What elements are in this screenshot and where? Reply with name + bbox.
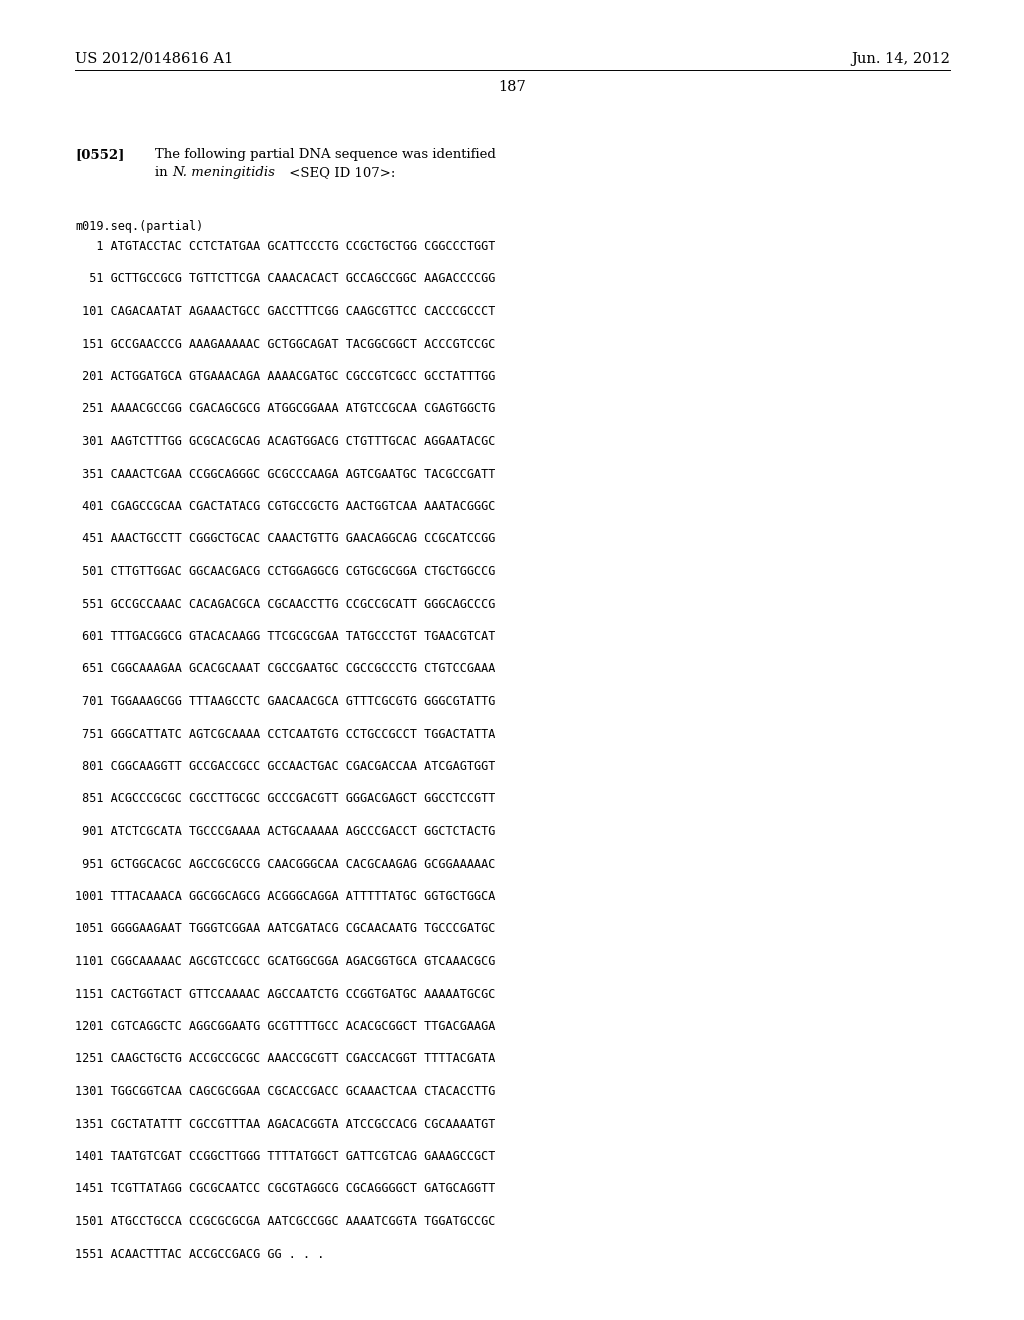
- Text: 201 ACTGGATGCA GTGAAACAGA AAAACGATGC CGCCGTCGCC GCCTATTTGG: 201 ACTGGATGCA GTGAAACAGA AAAACGATGC CGC…: [75, 370, 496, 383]
- Text: Jun. 14, 2012: Jun. 14, 2012: [851, 51, 950, 66]
- Text: 1401 TAATGTCGAT CCGGCTTGGG TTTTATGGCT GATTCGTCAG GAAAGCCGCT: 1401 TAATGTCGAT CCGGCTTGGG TTTTATGGCT GA…: [75, 1150, 496, 1163]
- Text: 751 GGGCATTATC AGTCGCAAAA CCTCAATGTG CCTGCCGCCT TGGACTATTA: 751 GGGCATTATC AGTCGCAAAA CCTCAATGTG CCT…: [75, 727, 496, 741]
- Text: 701 TGGAAAGCGG TTTAAGCCTC GAACAACGCA GTTTCGCGTG GGGCGTATTG: 701 TGGAAAGCGG TTTAAGCCTC GAACAACGCA GTT…: [75, 696, 496, 708]
- Text: 1101 CGGCAAAAAC AGCGTCCGCC GCATGGCGGA AGACGGTGCA GTCAAACGCG: 1101 CGGCAAAAAC AGCGTCCGCC GCATGGCGGA AG…: [75, 954, 496, 968]
- Text: 1551 ACAACTTTAC ACCGCCGACG GG . . .: 1551 ACAACTTTAC ACCGCCGACG GG . . .: [75, 1247, 325, 1261]
- Text: [0552]: [0552]: [75, 148, 124, 161]
- Text: 351 CAAACTCGAA CCGGCAGGGC GCGCCCAAGA AGTCGAATGC TACGCCGATT: 351 CAAACTCGAA CCGGCAGGGC GCGCCCAAGA AGT…: [75, 467, 496, 480]
- Text: 601 TTTGACGGCG GTACACAAGG TTCGCGCGAA TATGCCCTGT TGAACGTCAT: 601 TTTGACGGCG GTACACAAGG TTCGCGCGAA TAT…: [75, 630, 496, 643]
- Text: 501 CTTGTTGGAC GGCAACGACG CCTGGAGGCG CGTGCGCGGA CTGCTGGCCG: 501 CTTGTTGGAC GGCAACGACG CCTGGAGGCG CGT…: [75, 565, 496, 578]
- Text: 187: 187: [498, 81, 526, 94]
- Text: 651 CGGCAAAGAA GCACGCAAAT CGCCGAATGC CGCCGCCCTG CTGTCCGAAA: 651 CGGCAAAGAA GCACGCAAAT CGCCGAATGC CGC…: [75, 663, 496, 676]
- Text: 1001 TTTACAAACA GGCGGCAGCG ACGGGCAGGA ATTTTTATGC GGTGCTGGCA: 1001 TTTACAAACA GGCGGCAGCG ACGGGCAGGA AT…: [75, 890, 496, 903]
- Text: 251 AAAACGCCGG CGACAGCGCG ATGGCGGAAA ATGTCCGCAA CGAGTGGCTG: 251 AAAACGCCGG CGACAGCGCG ATGGCGGAAA ATG…: [75, 403, 496, 416]
- Text: 101 CAGACAATAT AGAAACTGCC GACCTTTCGG CAAGCGTTCC CACCCGCCCT: 101 CAGACAATAT AGAAACTGCC GACCTTTCGG CAA…: [75, 305, 496, 318]
- Text: 51 GCTTGCCGCG TGTTCTTCGA CAAACACACT GCCAGCCGGC AAGACCCCGG: 51 GCTTGCCGCG TGTTCTTCGA CAAACACACT GCCA…: [75, 272, 496, 285]
- Text: m019.seq.(partial): m019.seq.(partial): [75, 220, 203, 234]
- Text: 401 CGAGCCGCAA CGACTATACG CGTGCCGCTG AACTGGTCAA AAATACGGGC: 401 CGAGCCGCAA CGACTATACG CGTGCCGCTG AAC…: [75, 500, 496, 513]
- Text: 1 ATGTACCTAC CCTCTATGAA GCATTCCCTG CCGCTGCTGG CGGCCCTGGT: 1 ATGTACCTAC CCTCTATGAA GCATTCCCTG CCGCT…: [75, 240, 496, 253]
- Text: 1051 GGGGAAGAAT TGGGTCGGAA AATCGATACG CGCAACAATG TGCCCGATGC: 1051 GGGGAAGAAT TGGGTCGGAA AATCGATACG CG…: [75, 923, 496, 936]
- Text: 801 CGGCAAGGTT GCCGACCGCC GCCAACTGAC CGACGACCAA ATCGAGTGGT: 801 CGGCAAGGTT GCCGACCGCC GCCAACTGAC CGA…: [75, 760, 496, 774]
- Text: 451 AAACTGCCTT CGGGCTGCAC CAAACTGTTG GAACAGGCAG CCGCATCCGG: 451 AAACTGCCTT CGGGCTGCAC CAAACTGTTG GAA…: [75, 532, 496, 545]
- Text: 1451 TCGTTATAGG CGCGCAATCC CGCGTAGGCG CGCAGGGGCT GATGCAGGTT: 1451 TCGTTATAGG CGCGCAATCC CGCGTAGGCG CG…: [75, 1183, 496, 1196]
- Text: 1151 CACTGGTACT GTTCCAAAAC AGCCAATCTG CCGGTGATGC AAAAATGCGC: 1151 CACTGGTACT GTTCCAAAAC AGCCAATCTG CC…: [75, 987, 496, 1001]
- Text: 151 GCCGAACCCG AAAGAAAAAC GCTGGCAGAT TACGGCGGCT ACCCGTCCGC: 151 GCCGAACCCG AAAGAAAAAC GCTGGCAGAT TAC…: [75, 338, 496, 351]
- Text: 551 GCCGCCAAAC CACAGACGCA CGCAACCTTG CCGCCGCATT GGGCAGCCCG: 551 GCCGCCAAAC CACAGACGCA CGCAACCTTG CCG…: [75, 598, 496, 610]
- Text: 1201 CGTCAGGCTC AGGCGGAATG GCGTTTTGCC ACACGCGGCT TTGACGAAGA: 1201 CGTCAGGCTC AGGCGGAATG GCGTTTTGCC AC…: [75, 1020, 496, 1034]
- Text: in: in: [155, 166, 172, 180]
- Text: 951 GCTGGCACGC AGCCGCGCCG CAACGGGCAA CACGCAAGAG GCGGAAAAAC: 951 GCTGGCACGC AGCCGCGCCG CAACGGGCAA CAC…: [75, 858, 496, 870]
- Text: US 2012/0148616 A1: US 2012/0148616 A1: [75, 51, 233, 66]
- Text: 851 ACGCCCGCGC CGCCTTGCGC GCCCGACGTT GGGACGAGCT GGCCTCCGTT: 851 ACGCCCGCGC CGCCTTGCGC GCCCGACGTT GGG…: [75, 792, 496, 805]
- Text: 1501 ATGCCTGCCA CCGCGCGCGA AATCGCCGGC AAAATCGGTA TGGATGCCGC: 1501 ATGCCTGCCA CCGCGCGCGA AATCGCCGGC AA…: [75, 1214, 496, 1228]
- Text: 301 AAGTCTTTGG GCGCACGCAG ACAGTGGACG CTGTTTGCAC AGGAATACGC: 301 AAGTCTTTGG GCGCACGCAG ACAGTGGACG CTG…: [75, 436, 496, 447]
- Text: 1251 CAAGCTGCTG ACCGCCGCGC AAACCGCGTT CGACCACGGT TTTTACGATA: 1251 CAAGCTGCTG ACCGCCGCGC AAACCGCGTT CG…: [75, 1052, 496, 1065]
- Text: 901 ATCTCGCATA TGCCCGAAAA ACTGCAAAAA AGCCCGACCT GGCTCTACTG: 901 ATCTCGCATA TGCCCGAAAA ACTGCAAAAA AGC…: [75, 825, 496, 838]
- Text: 1301 TGGCGGTCAA CAGCGCGGAA CGCACCGACC GCAAACTCAA CTACACCTTG: 1301 TGGCGGTCAA CAGCGCGGAA CGCACCGACC GC…: [75, 1085, 496, 1098]
- Text: The following partial DNA sequence was identified: The following partial DNA sequence was i…: [155, 148, 496, 161]
- Text: <SEQ ID 107>:: <SEQ ID 107>:: [285, 166, 395, 180]
- Text: N. meningitidis: N. meningitidis: [172, 166, 274, 180]
- Text: 1351 CGCTATATTT CGCCGTTTAA AGACACGGTA ATCCGCCACG CGCAAAATGT: 1351 CGCTATATTT CGCCGTTTAA AGACACGGTA AT…: [75, 1118, 496, 1130]
